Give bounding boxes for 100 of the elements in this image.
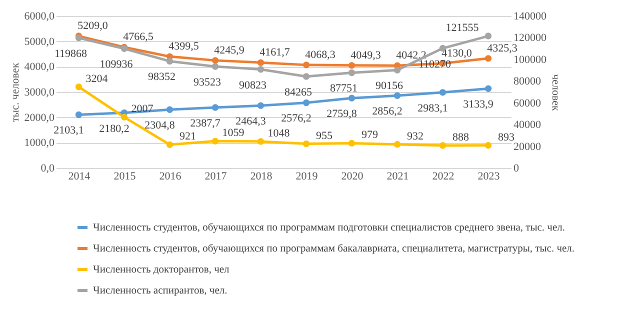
data-label: 2103,1 [54,124,84,137]
data-label: 93523 [194,76,222,88]
point [484,32,492,40]
point [302,99,310,106]
data-label: 3133,9 [463,98,494,111]
y-tick-label: 4000,0 [24,61,55,74]
data-label: 2180,2 [99,122,130,135]
y2-tick-label: 0 [514,162,520,174]
y-tick-label: 3000,0 [24,86,55,98]
x-tick-label: 2021 [386,170,409,182]
x-tick-label: 2016 [159,170,182,182]
x-tick-label: 2019 [296,170,318,182]
point [75,83,82,90]
x-tick-label: 2022 [432,170,454,182]
data-label: 979 [362,129,378,142]
data-label: 109936 [100,58,134,71]
data-label: 2304,8 [144,120,176,132]
y2-axis-title: человек [550,74,562,112]
data-label: 2759,8 [326,108,358,120]
y2-tick-label: 20000 [514,140,542,153]
data-label: 1048 [268,127,290,140]
point [348,69,356,76]
legend-label: Численность докторантов, чел [93,264,230,276]
data-label: 2983,1 [418,102,448,114]
data-label: 921 [180,130,196,143]
data-label: 2856,2 [372,106,402,118]
point [120,114,128,121]
point [257,66,264,73]
legend-label: Численность аспирантов, чел. [93,286,228,296]
y2-tick-label: 80000 [514,76,542,88]
legend-label: Численность студентов, обучающихся по программам подготовки специалистов среднего звена, тыс. чел. [93,222,565,234]
point [439,89,446,96]
data-label: 893 [498,131,515,144]
data-label: 2464,3 [236,116,266,128]
data-label: 98352 [148,71,176,84]
point [212,138,219,145]
data-label: 4130,0 [442,47,472,60]
y-axis-title: тыс. человек [9,62,22,122]
point [302,73,310,80]
data-label: 2387,7 [190,118,221,130]
x-tick-label: 2014 [68,170,91,182]
data-label: 4068,3 [305,48,336,61]
data-label: 888 [452,132,470,144]
data-label: 4161,7 [260,46,290,59]
point [439,142,446,149]
data-label: 4766,5 [123,31,154,44]
point [166,141,174,148]
y2-tick-label: 120000 [514,32,547,44]
data-label: 932 [407,130,424,142]
data-label: 2576,2 [281,112,312,125]
point [484,85,492,92]
data-label: 121555 [446,22,480,34]
point [484,55,492,62]
x-tick-label: 2017 [204,170,228,182]
x-tick-label: 2023 [478,170,500,182]
data-label: 4245,9 [214,44,245,56]
data-label: 4325,3 [487,42,518,54]
point [212,57,219,64]
point [348,140,356,147]
point [302,62,310,68]
point [394,92,401,99]
data-label: 4049,3 [350,49,382,62]
y2-tick-label: 60000 [514,97,542,110]
y-tick-label: 6000,0 [24,10,55,22]
data-label: 1059 [222,127,245,140]
point [166,58,174,65]
point [348,62,356,69]
data-label: 4399,5 [168,40,200,53]
data-label: 3204 [86,72,108,85]
point [394,66,401,74]
point [394,141,401,148]
data-label: 5209,0 [78,20,108,32]
point [348,94,356,102]
y2-tick-label: 40000 [514,119,542,132]
x-tick-label: 2015 [114,170,136,182]
point [212,104,219,111]
point [484,142,492,149]
point [212,63,219,70]
y2-tick-label: 100000 [514,54,547,66]
point [75,111,82,118]
data-label: 90156 [376,80,404,92]
y-tick-label: 1000,0 [24,137,55,150]
y2-tick-label: 140000 [514,10,547,22]
data-label: 87751 [330,82,358,95]
x-tick-label: 2018 [250,170,273,182]
point [166,106,174,113]
point [302,140,310,148]
x-tick-label: 2020 [341,170,364,182]
data-label: 955 [316,130,333,142]
y-tick-label: 2000,0 [24,112,55,124]
point [257,59,264,66]
data-label: 110270 [418,58,452,70]
point [257,102,264,109]
legend-label: Численность студентов, обучающихся по программам бакалавриата, специалитета, магистратуры, тыс. чел. [93,244,575,254]
y-tick-label: 5000,0 [24,36,55,48]
y-tick-label: 0,0 [40,162,55,174]
data-label: 90823 [239,79,267,92]
point [257,138,264,145]
data-label: 84265 [284,86,312,99]
data-label: 119868 [54,48,88,60]
